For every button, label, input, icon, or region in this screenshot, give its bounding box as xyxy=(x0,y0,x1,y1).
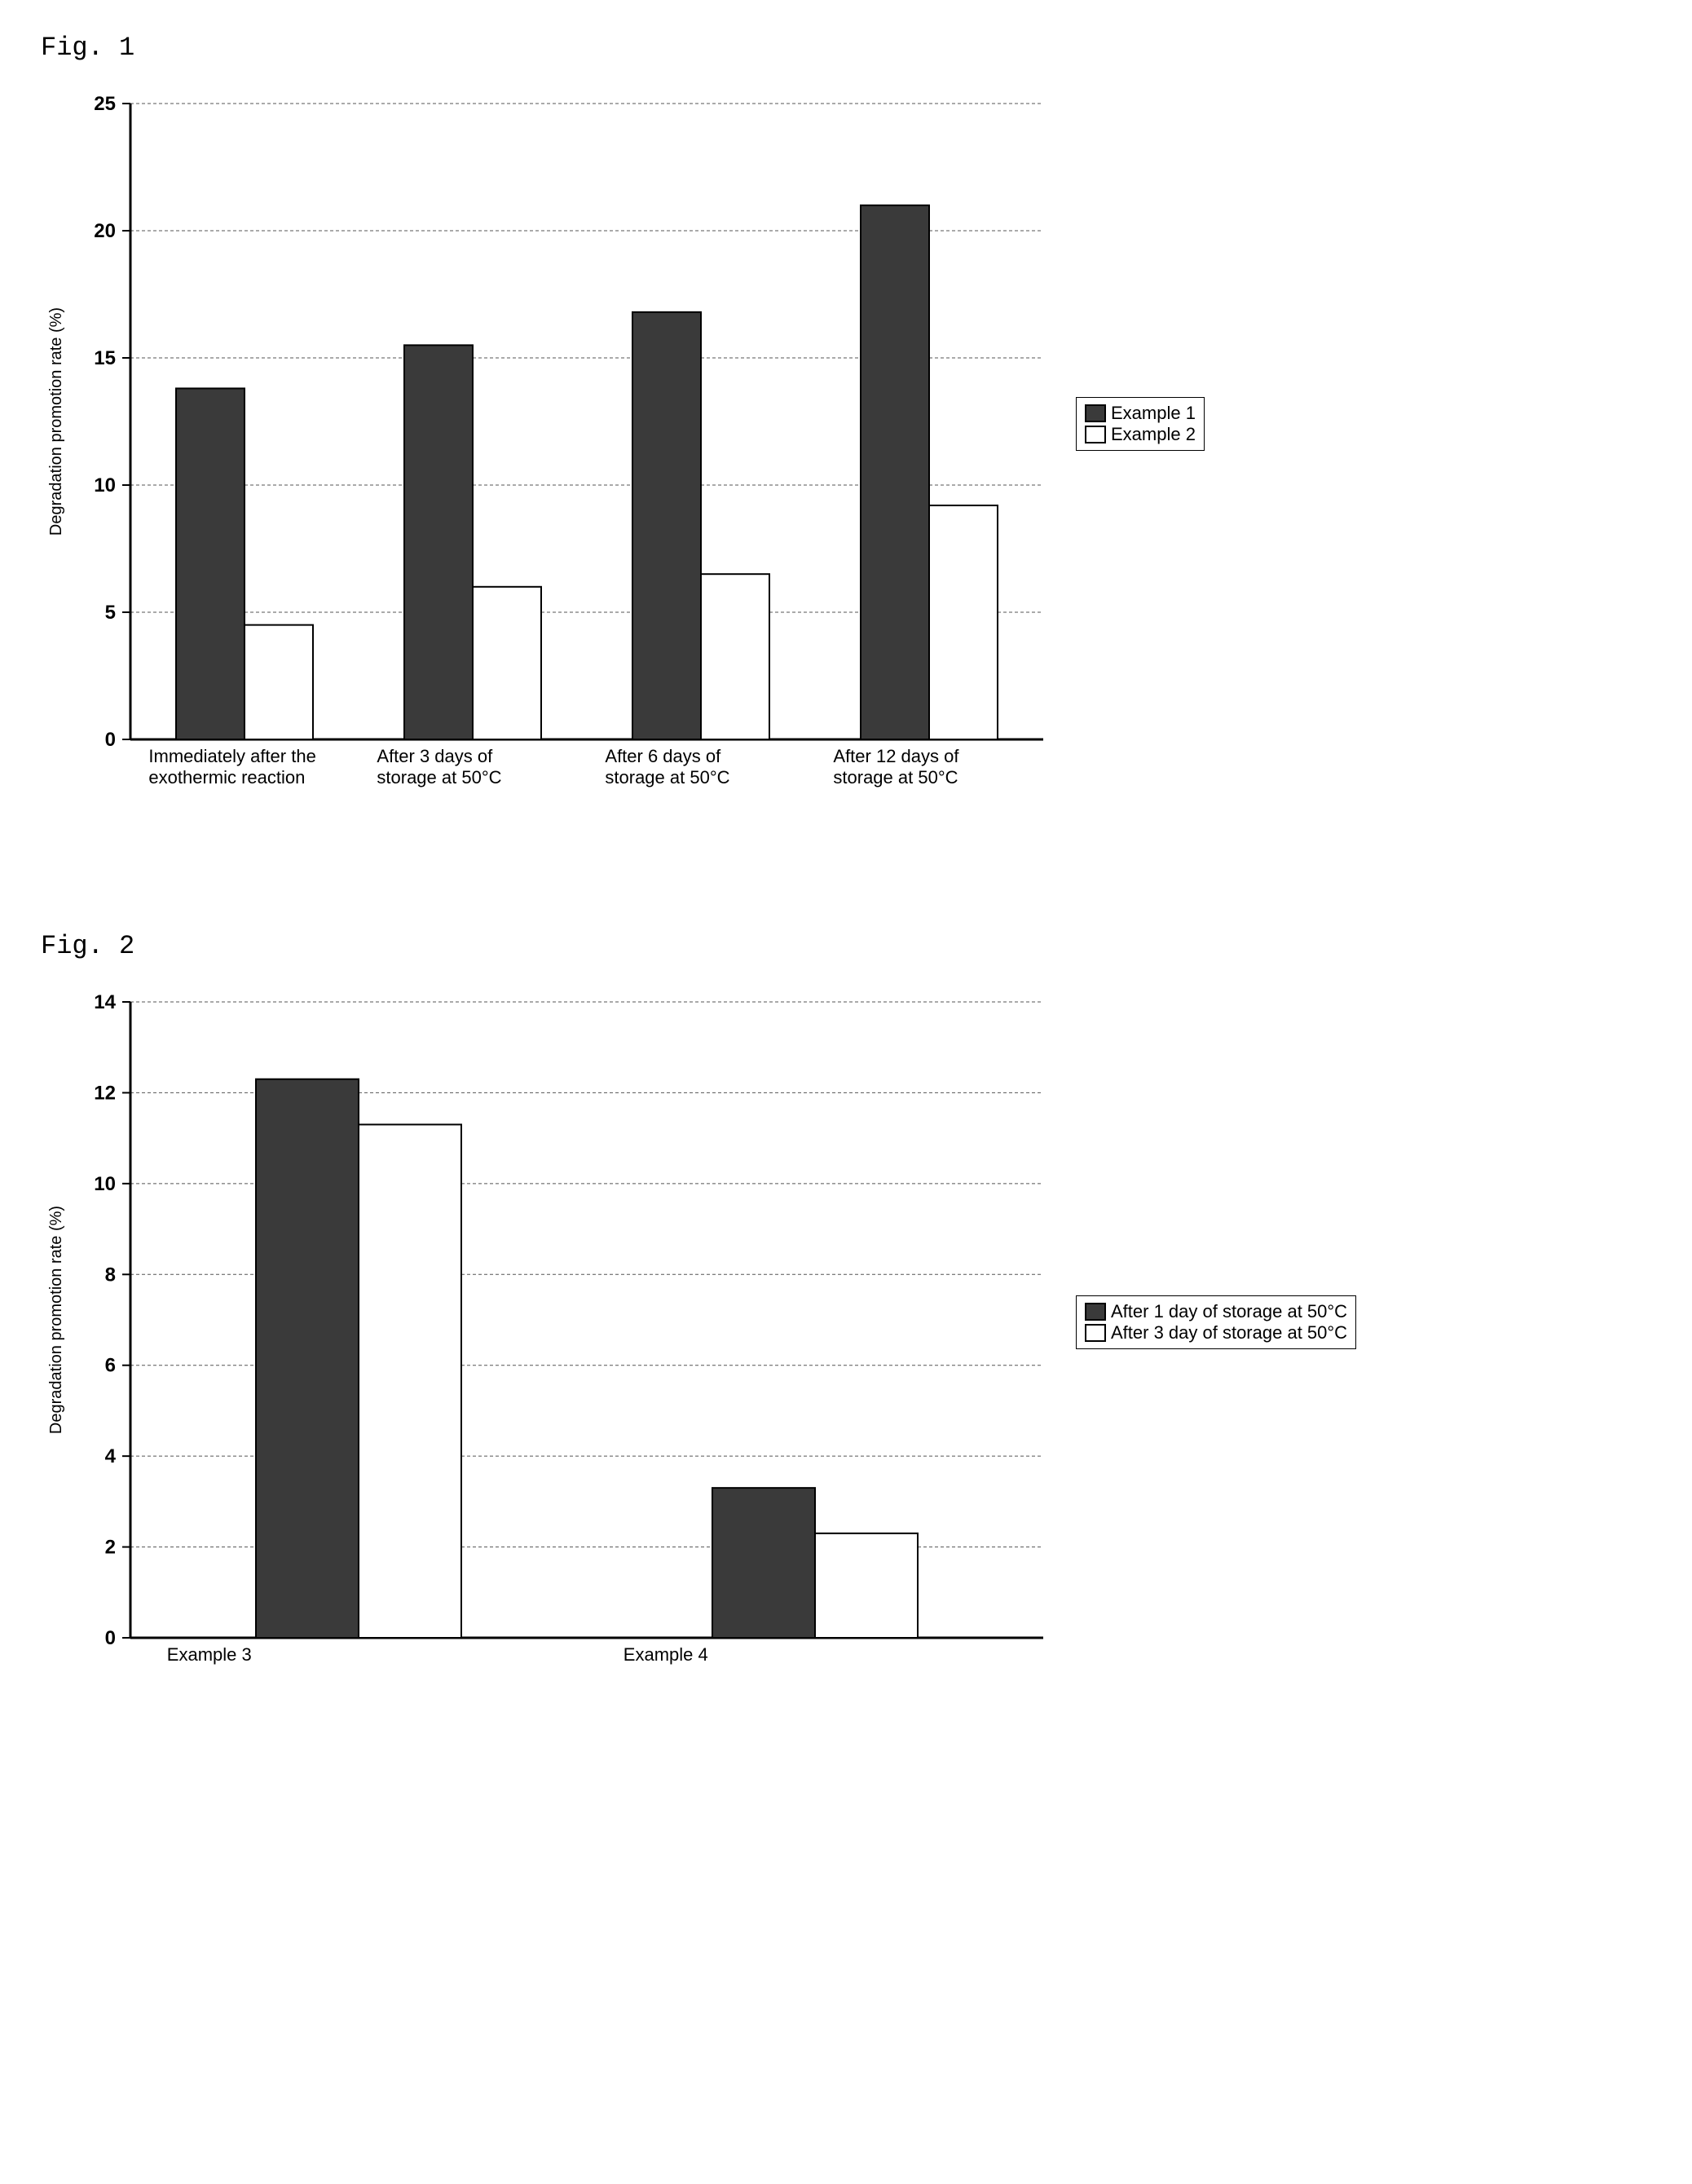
bar xyxy=(256,1079,359,1638)
figure-1-title: Fig. 1 xyxy=(41,33,1659,63)
category-label: storage at 50°C xyxy=(605,767,729,788)
legend-label: Example 2 xyxy=(1111,424,1196,445)
bar xyxy=(245,625,313,739)
figure-2-chart: 0 2 4 6 8 10 12 14 Degradation promotion rate (%… xyxy=(33,986,1068,1764)
bar xyxy=(359,1124,461,1638)
bar xyxy=(701,574,769,739)
svg-text:15: 15 xyxy=(94,347,116,369)
svg-text:Degradation promotion rate (%): Degradation promotion rate (%) xyxy=(47,1206,65,1434)
legend-box: After 1 day of storage at 50°CAfter 3 da… xyxy=(1076,1295,1356,1349)
legend-item: Example 2 xyxy=(1085,424,1196,445)
legend-swatch xyxy=(1085,426,1106,443)
legend-swatch xyxy=(1085,1303,1106,1321)
svg-text:0: 0 xyxy=(105,729,116,751)
figure-1-row: 0 5 10 15 20 25 Degradation promotion rate (%)… xyxy=(33,87,1659,866)
legend-swatch xyxy=(1085,404,1106,422)
svg-text:14: 14 xyxy=(94,991,116,1013)
svg-text:10: 10 xyxy=(94,474,116,496)
svg-text:12: 12 xyxy=(94,1082,116,1104)
legend-item: After 3 day of storage at 50°C xyxy=(1085,1322,1347,1343)
svg-text:0: 0 xyxy=(105,1627,116,1649)
svg-text:5: 5 xyxy=(105,602,116,624)
figure-2-title: Fig. 2 xyxy=(41,931,1659,961)
legend-item: After 1 day of storage at 50°C xyxy=(1085,1301,1347,1322)
category-label: Example 3 xyxy=(167,1644,252,1665)
category-label: Immediately after the xyxy=(148,746,315,766)
figure-1-block: Fig. 1 0 5 10 15 20 25 Degradation promotion r… xyxy=(33,33,1659,866)
svg-text:10: 10 xyxy=(94,1173,116,1195)
figure-2-block: Fig. 2 0 2 4 6 8 10 12 14 Degradation promotion … xyxy=(33,931,1659,1764)
bar xyxy=(473,587,541,739)
category-label: storage at 50°C xyxy=(377,767,501,788)
svg-text:20: 20 xyxy=(94,220,116,242)
legend-label: Example 1 xyxy=(1111,403,1196,424)
bar xyxy=(404,345,473,739)
category-label: After 6 days of xyxy=(605,746,721,766)
svg-text:4: 4 xyxy=(105,1445,117,1467)
svg-text:25: 25 xyxy=(94,93,116,115)
category-label: Example 4 xyxy=(623,1644,708,1665)
category-label: After 3 days of xyxy=(377,746,493,766)
svg-text:6: 6 xyxy=(105,1355,116,1377)
legend-box: Example 1Example 2 xyxy=(1076,397,1205,451)
legend-label: After 1 day of storage at 50°C xyxy=(1111,1301,1347,1322)
bar xyxy=(632,312,701,739)
bar xyxy=(176,388,245,739)
bar xyxy=(861,205,929,739)
bar xyxy=(929,505,998,739)
category-label: exothermic reaction xyxy=(148,767,305,788)
bar xyxy=(815,1533,918,1638)
figure-2-row: 0 2 4 6 8 10 12 14 Degradation promotion rate (%… xyxy=(33,986,1659,1764)
figure-1-chart: 0 5 10 15 20 25 Degradation promotion rate (%)… xyxy=(33,87,1068,866)
svg-text:Degradation promotion rate (%): Degradation promotion rate (%) xyxy=(47,307,65,536)
legend-item: Example 1 xyxy=(1085,403,1196,424)
bar xyxy=(712,1488,815,1638)
svg-text:2: 2 xyxy=(105,1537,116,1559)
category-label: storage at 50°C xyxy=(833,767,958,788)
legend-swatch xyxy=(1085,1324,1106,1342)
legend-label: After 3 day of storage at 50°C xyxy=(1111,1322,1347,1343)
svg-text:8: 8 xyxy=(105,1264,116,1286)
category-label: After 12 days of xyxy=(833,746,959,766)
figure-2-legend: After 1 day of storage at 50°CAfter 3 da… xyxy=(1068,986,1356,1349)
figure-1-legend: Example 1Example 2 xyxy=(1068,87,1205,451)
